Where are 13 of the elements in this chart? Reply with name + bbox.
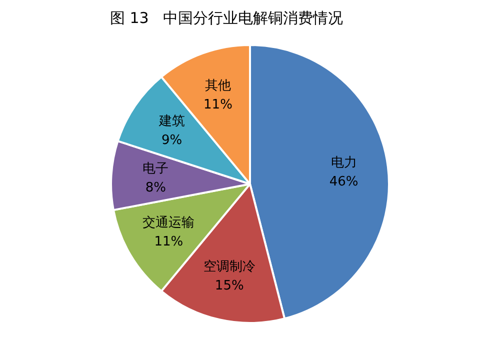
slice-label: 电子 <box>142 161 169 176</box>
data-label: 11% <box>154 234 184 250</box>
slice-label: 交通运输 <box>142 214 195 230</box>
slice-label: 建筑 <box>158 114 185 130</box>
slice-label: 电力 <box>330 156 357 171</box>
data-label: 9% <box>162 133 182 148</box>
data-label: 46% <box>329 174 358 190</box>
data-label: 8% <box>145 180 166 196</box>
data-label: 11% <box>204 97 232 112</box>
slice-label: 其他 <box>204 78 231 94</box>
chart-title: 图 13 中国分行业电解铜消费情况 <box>110 8 344 27</box>
slice-label: 空调制冷 <box>203 260 256 275</box>
data-label: 15% <box>214 278 244 294</box>
